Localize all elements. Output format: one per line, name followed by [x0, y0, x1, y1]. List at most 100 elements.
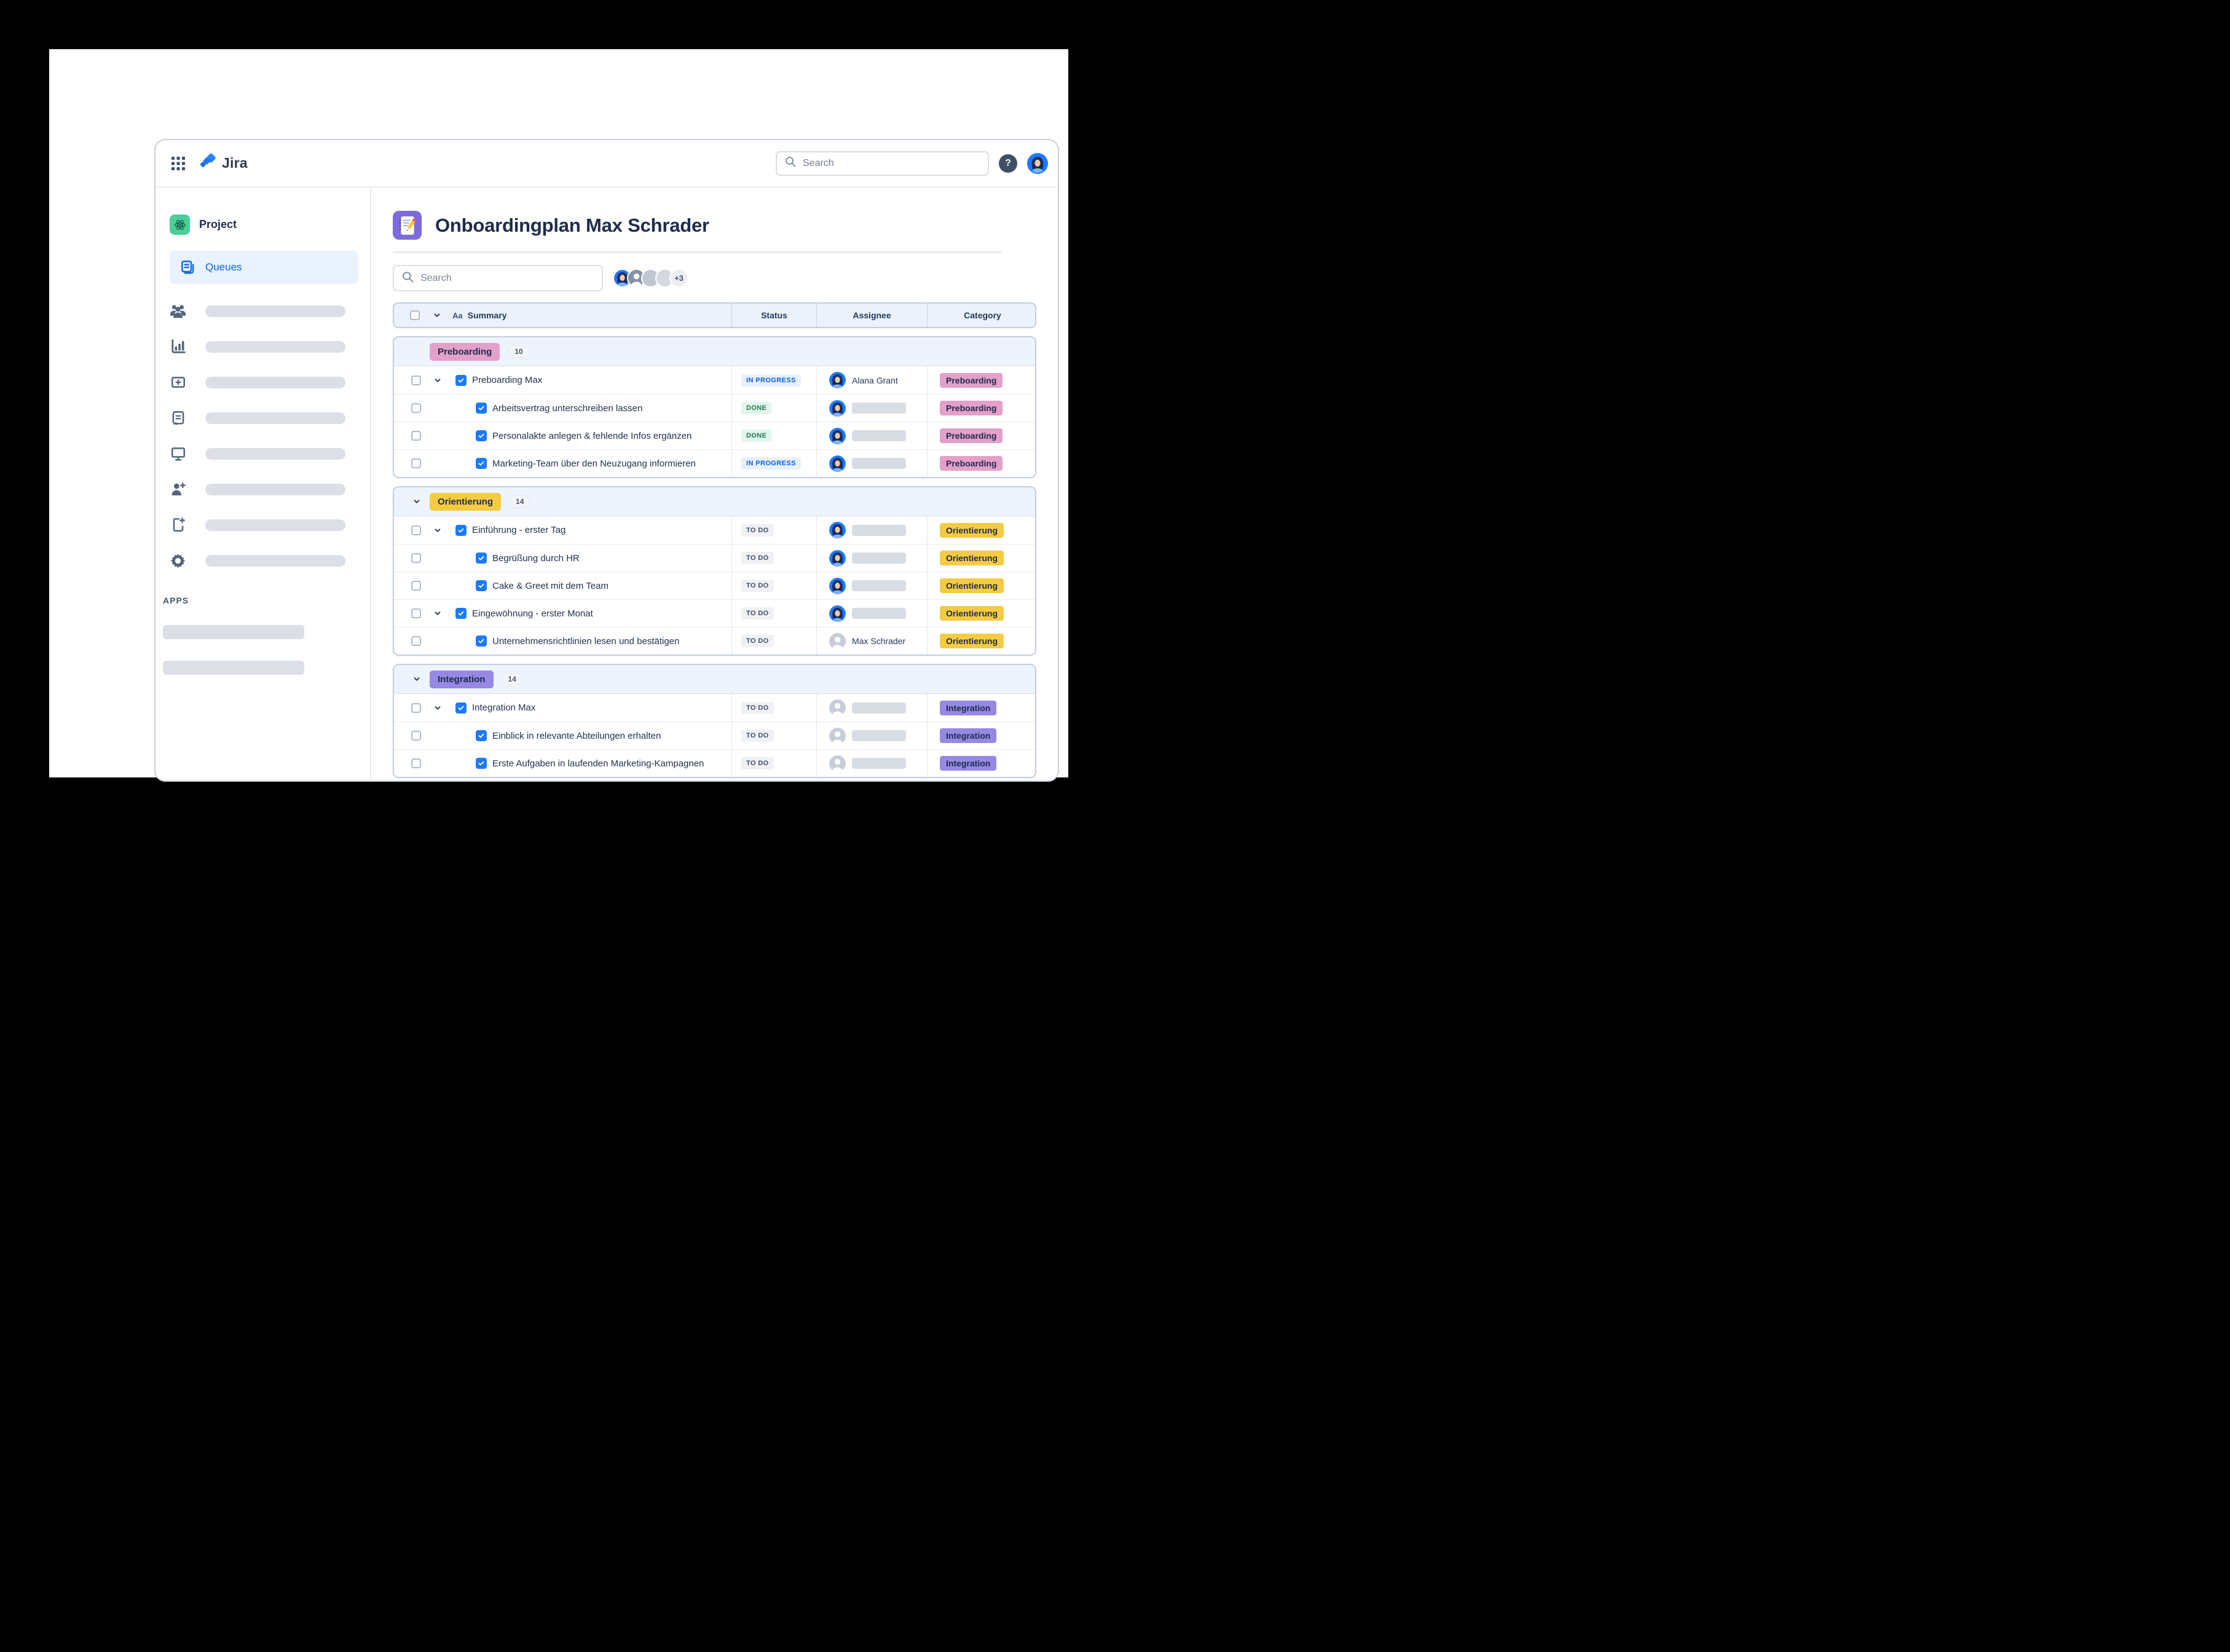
sidebar-item-queues[interactable]: Queues: [170, 251, 358, 284]
status-badge: TO DO: [741, 757, 774, 769]
table-row[interactable]: Preboarding Max IN PROGRESS: [394, 366, 1035, 394]
task-checkbox-checked[interactable]: [476, 430, 487, 441]
sidebar-item-people[interactable]: [170, 293, 358, 329]
task-summary: Integration Max: [472, 702, 536, 713]
task-checkbox-checked[interactable]: [476, 553, 487, 564]
sidebar-item-person-add[interactable]: [170, 471, 358, 507]
row-select-checkbox[interactable]: [411, 758, 421, 768]
assignee-avatar: [829, 399, 846, 417]
avatar-overflow-count[interactable]: +3: [669, 269, 688, 288]
row-select-checkbox[interactable]: [411, 702, 421, 713]
table-row[interactable]: Marketing-Team über den Neuzugang inform…: [394, 449, 1035, 477]
assignee-avatar: [829, 427, 846, 444]
row-select-checkbox[interactable]: [411, 731, 421, 741]
sidebar-item-board-add[interactable]: [170, 364, 358, 400]
column-category[interactable]: Category: [927, 304, 1035, 327]
sidebar-item-monitor[interactable]: [170, 436, 358, 471]
table-row[interactable]: Personalakte anlegen & fehlende Infos er…: [394, 422, 1035, 449]
assignee-avatar-stack[interactable]: +3: [613, 269, 688, 288]
assignee-avatar-generic: [829, 755, 846, 772]
queue-search-input[interactable]: [420, 272, 594, 284]
jira-logo[interactable]: Jira: [200, 153, 248, 173]
task-summary: Unternehmensrichtlinien lesen und bestät…: [492, 635, 680, 647]
row-select-checkbox[interactable]: [411, 375, 421, 385]
assignee-name: Max Schrader: [852, 636, 906, 646]
chevron-down-icon[interactable]: [433, 704, 442, 712]
table-row[interactable]: Begrüßung durch HR TO DO: [394, 544, 1035, 572]
help-button[interactable]: ?: [999, 154, 1017, 173]
assignee-placeholder-bar: [852, 608, 906, 619]
project-header[interactable]: Project: [170, 214, 358, 235]
chevron-down-icon[interactable]: [433, 526, 442, 535]
assignee-avatar: [829, 372, 846, 388]
task-checkbox-checked[interactable]: [476, 730, 487, 741]
monitor-icon: [170, 446, 186, 462]
row-select-checkbox[interactable]: [411, 636, 421, 646]
task-checkbox-checked[interactable]: [476, 403, 487, 414]
row-select-checkbox[interactable]: [411, 581, 421, 591]
task-checkbox-checked[interactable]: [476, 635, 487, 647]
app-switcher-icon[interactable]: [171, 156, 185, 170]
table-row[interactable]: Unternehmensrichtlinien lesen und bestät…: [394, 627, 1035, 655]
page-background: Jira ?: [49, 49, 1068, 782]
table-row[interactable]: Einführung - erster Tag TO DO: [394, 516, 1035, 544]
user-avatar[interactable]: [1027, 152, 1048, 174]
table-row[interactable]: Cake & Greet mit dem Team TO DO: [394, 572, 1035, 599]
group-header[interactable]: Orientierung 14: [394, 487, 1035, 516]
column-status[interactable]: Status: [731, 304, 816, 327]
category-badge: Orientierung: [940, 634, 1004, 648]
row-select-checkbox[interactable]: [411, 431, 421, 441]
row-select-checkbox[interactable]: [411, 525, 421, 535]
global-search-input[interactable]: [803, 157, 980, 169]
placeholder-bar[interactable]: [163, 625, 304, 639]
status-badge: TO DO: [741, 701, 774, 714]
task-checkbox-checked[interactable]: [455, 702, 467, 714]
task-checkbox-checked[interactable]: [455, 374, 467, 386]
chevron-down-icon[interactable]: [433, 311, 441, 320]
column-assignee[interactable]: Assignee: [816, 304, 927, 327]
group-header[interactable]: Integration 14: [394, 665, 1035, 694]
task-group: Orientierung 14 Einführung - erster Tag …: [393, 486, 1036, 656]
sidebar-item-knowledge-base[interactable]: [170, 400, 358, 436]
category-badge: Preboarding: [940, 401, 1003, 415]
task-summary: Arbeitsvertrag unterschreiben lassen: [492, 403, 643, 414]
table-row[interactable]: Arbeitsvertrag unterschreiben lassen DON…: [394, 394, 1035, 422]
group-header[interactable]: Preboarding 10: [394, 337, 1035, 366]
row-select-checkbox[interactable]: [411, 553, 421, 563]
sidebar-item-reports[interactable]: [170, 329, 358, 364]
row-select-checkbox[interactable]: [411, 403, 421, 413]
row-select-checkbox[interactable]: [411, 608, 421, 618]
table-row[interactable]: Einblick in relevante Abteilungen erhalt…: [394, 722, 1035, 749]
task-checkbox-checked[interactable]: [476, 458, 487, 469]
status-badge: TO DO: [741, 730, 774, 742]
task-checkbox-checked[interactable]: [455, 524, 467, 536]
task-checkbox-checked[interactable]: [476, 580, 487, 591]
assignee-name: Alana Grant: [852, 375, 898, 385]
table-row[interactable]: Integration Max TO DO: [394, 694, 1035, 722]
task-checkbox-checked[interactable]: [476, 758, 487, 769]
sidebar-item-settings[interactable]: [170, 543, 358, 578]
assignee-avatar: [829, 455, 846, 472]
sidebar-item-document-add[interactable]: [170, 507, 358, 543]
task-checkbox-checked[interactable]: [455, 608, 467, 619]
top-navigation-bar: Jira ?: [156, 140, 1058, 187]
row-select-checkbox[interactable]: [411, 458, 421, 468]
table-row[interactable]: Erste Aufgaben in laufenden Marketing-Ka…: [394, 749, 1035, 777]
table-row[interactable]: Eingewöhnung - erster Monat TO DO: [394, 599, 1035, 627]
group-badge: Orientierung: [430, 492, 502, 511]
queue-search[interactable]: [393, 265, 603, 291]
chevron-down-icon[interactable]: [433, 609, 442, 618]
group-badge: Integration: [430, 670, 494, 688]
table-header: Aa Summary Status Assignee Category: [393, 302, 1036, 328]
status-badge: IN PROGRESS: [741, 457, 801, 470]
status-badge: TO DO: [741, 552, 774, 564]
chevron-down-icon[interactable]: [412, 497, 421, 506]
chevron-down-icon[interactable]: [433, 376, 442, 385]
status-badge: TO DO: [741, 524, 774, 537]
select-all-checkbox[interactable]: [410, 310, 420, 320]
status-badge: DONE: [741, 402, 772, 414]
global-search[interactable]: [776, 151, 989, 176]
placeholder-bar[interactable]: [163, 661, 304, 675]
project-label: Project: [199, 218, 237, 230]
chevron-down-icon[interactable]: [412, 675, 421, 683]
